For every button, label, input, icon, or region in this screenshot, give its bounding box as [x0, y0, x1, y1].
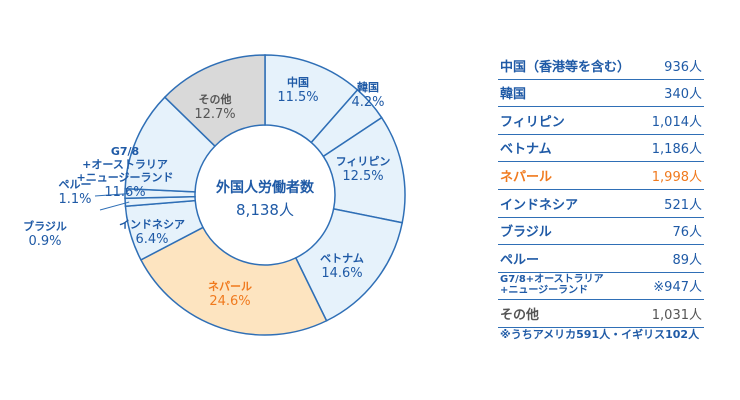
slice-value: 0.9%	[28, 234, 61, 249]
donut-slice	[139, 226, 328, 336]
center-total: 8,138人	[236, 201, 294, 219]
slice-value: 12.7%	[194, 107, 235, 122]
center-title: 外国人労働者数	[216, 179, 315, 196]
slice-value: 6.4%	[135, 232, 168, 247]
slice-label: +オーストラリア	[82, 158, 168, 171]
row-name: ペルー	[500, 252, 540, 268]
slice-label: その他	[199, 92, 232, 106]
slice-value: 4.2%	[351, 95, 384, 110]
donut-slice	[163, 54, 266, 148]
row-value: ※947人	[653, 280, 702, 296]
row-value: 1,998人	[651, 169, 702, 185]
slice-label: G7/8	[111, 145, 139, 158]
slice-label: 中国	[287, 75, 309, 89]
slice-label: フィリピン	[336, 155, 391, 168]
row-value: 521人	[664, 197, 702, 213]
table-row: ブラジル 76人	[498, 218, 704, 246]
slice-label: ブラジル	[23, 219, 67, 233]
slice-label: インドネシア	[119, 218, 185, 231]
slice-label: +ニュージーランド	[77, 171, 174, 184]
slice-value: 1.1%	[58, 192, 91, 207]
leader-line	[99, 201, 130, 211]
data-table: 中国（香港等を含む） 936人 韓国 340人 フィリピン 1,014人 ベトナ…	[498, 52, 704, 341]
row-name: インドネシア	[500, 197, 579, 213]
row-name: 中国（香港等を含む）	[500, 59, 631, 75]
row-value: 936人	[664, 59, 702, 75]
table-row: G7/8+オーストラリア +ニュージーランド ※947人	[498, 273, 704, 301]
row-name: 韓国	[500, 87, 527, 103]
slice-value: 11.5%	[277, 90, 318, 105]
table-row: 中国（香港等を含む） 936人	[498, 52, 704, 80]
row-value: 1,014人	[651, 114, 702, 130]
slice-label: ベトナム	[320, 252, 364, 265]
slice-value: 14.6%	[321, 266, 362, 281]
row-name: フィリピン	[500, 114, 565, 130]
leader-line	[94, 193, 130, 197]
table-row: ペルー 89人	[498, 245, 704, 273]
row-name: ネパール	[500, 169, 553, 185]
row-value: 1,031人	[651, 307, 702, 323]
table-row: 韓国 340人	[498, 80, 704, 108]
row-name: その他	[500, 307, 540, 323]
table-row: その他 1,031人	[498, 300, 704, 328]
table-row: ベトナム 1,186人	[498, 135, 704, 163]
slice-label: 韓国	[357, 80, 379, 94]
slice-value: 12.5%	[342, 169, 383, 184]
table-row-highlight: ネパール 1,998人	[498, 162, 704, 190]
row-name: ブラジル	[500, 225, 552, 241]
slice-label: ペルー	[59, 178, 92, 191]
row-name: G7/8+オーストラリア +ニュージーランド	[500, 274, 604, 297]
row-value: 89人	[672, 252, 702, 268]
slice-value: 11.6%	[104, 185, 145, 200]
slice-label: ネパール	[208, 280, 252, 293]
row-value: 340人	[664, 87, 702, 103]
row-value: 1,186人	[651, 142, 702, 158]
table-row: インドネシア 521人	[498, 190, 704, 218]
slice-value: 24.6%	[209, 294, 250, 309]
table-row: フィリピン 1,014人	[498, 107, 704, 135]
footnote: ※うちアメリカ591人・イギリス102人	[500, 328, 700, 341]
row-name: ベトナム	[500, 142, 552, 158]
row-value: 76人	[672, 225, 702, 241]
